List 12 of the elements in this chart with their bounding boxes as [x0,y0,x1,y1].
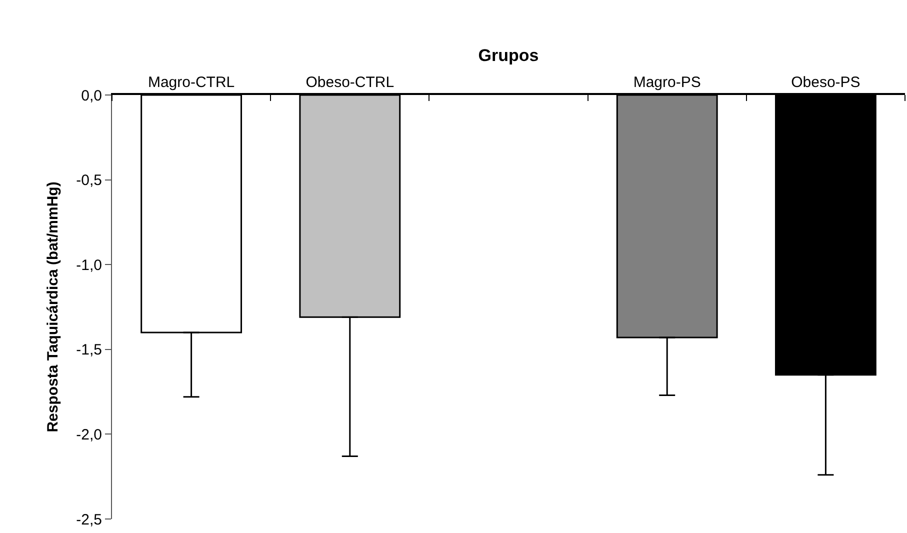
y-tick-label: -0,5 [76,172,102,190]
y-tick-label: -2,0 [76,426,102,444]
x-tick-label: Obeso-CTRL [306,74,394,91]
y-tick-label: -1,5 [76,342,102,359]
x-tick-label: Magro-CTRL [148,74,235,91]
y-tick-label: 0,0 [81,87,102,104]
x-axis-title: Grupos [478,46,539,66]
y-tick-label: -2,5 [76,511,102,528]
y-axis-title: Resposta Taquicárdica (bat/mmHg) [44,182,62,432]
x-tick-label: Obeso-PS [791,74,860,91]
x-tick-label: Magro-PS [633,74,701,91]
y-tick-label: -1,0 [76,256,102,274]
